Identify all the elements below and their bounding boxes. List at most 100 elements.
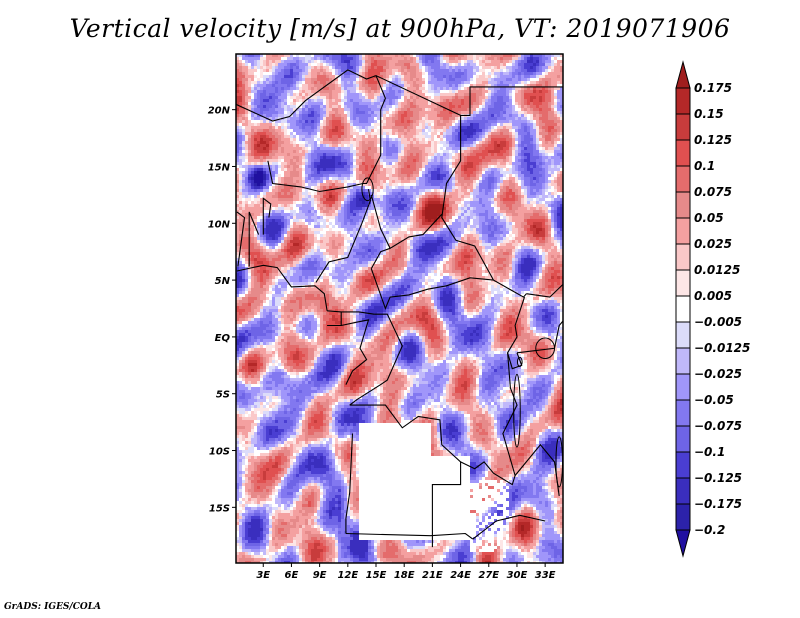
field-cell (329, 78, 332, 81)
field-cell (287, 60, 290, 63)
field-cell (272, 72, 275, 75)
field-cell (353, 78, 356, 81)
field-cell (518, 66, 521, 69)
field-cell (299, 69, 302, 72)
field-cell (347, 174, 350, 177)
field-cell (353, 93, 356, 96)
field-cell (443, 177, 446, 180)
field-cell (476, 165, 479, 168)
field-cell (551, 108, 554, 111)
field-cell (251, 63, 254, 66)
field-cell (449, 84, 452, 87)
field-cell (398, 192, 401, 195)
field-cell (392, 156, 395, 159)
field-cell (413, 168, 416, 171)
field-cell (344, 171, 347, 174)
field-cell (428, 57, 431, 60)
field-cell (251, 150, 254, 153)
field-cell (266, 186, 269, 189)
field-cell (551, 105, 554, 108)
field-cell (311, 129, 314, 132)
field-cell (251, 78, 254, 81)
field-cell (338, 174, 341, 177)
field-cell (323, 186, 326, 189)
field-cell (389, 57, 392, 60)
field-cell (263, 177, 266, 180)
field-cell (242, 147, 245, 150)
field-cell (497, 60, 500, 63)
field-cell (398, 96, 401, 99)
field-cell (338, 192, 341, 195)
field-cell (527, 183, 530, 186)
field-cell (512, 153, 515, 156)
field-cell (266, 198, 269, 201)
field-cell (335, 114, 338, 117)
field-cell (341, 159, 344, 162)
field-cell (254, 105, 257, 108)
field-cell (254, 90, 257, 93)
field-cell (497, 180, 500, 183)
field-cell (404, 87, 407, 90)
field-cell (458, 156, 461, 159)
field-cell (560, 96, 563, 99)
field-cell (482, 159, 485, 162)
field-cell (260, 138, 263, 141)
field-cell (401, 153, 404, 156)
field-cell (494, 165, 497, 168)
field-cell (554, 66, 557, 69)
field-cell (392, 63, 395, 66)
field-cell (464, 60, 467, 63)
field-cell (281, 84, 284, 87)
field-cell (422, 138, 425, 141)
field-cell (404, 63, 407, 66)
field-cell (293, 75, 296, 78)
field-cell (464, 132, 467, 135)
field-cell (452, 180, 455, 183)
field-cell (347, 135, 350, 138)
field-cell (380, 75, 383, 78)
field-cell (260, 156, 263, 159)
field-cell (518, 87, 521, 90)
field-cell (365, 168, 368, 171)
field-cell (488, 84, 491, 87)
field-cell (551, 120, 554, 123)
field-cell (242, 93, 245, 96)
field-cell (305, 120, 308, 123)
field-cell (335, 78, 338, 81)
field-cell (377, 168, 380, 171)
field-cell (500, 57, 503, 60)
field-cell (287, 123, 290, 126)
field-cell (503, 192, 506, 195)
field-cell (371, 138, 374, 141)
field-cell (452, 156, 455, 159)
field-cell (308, 153, 311, 156)
field-cell (341, 54, 344, 57)
field-cell (467, 117, 470, 120)
field-cell (557, 165, 560, 168)
field-cell (248, 132, 251, 135)
field-cell (257, 81, 260, 84)
field-cell (326, 105, 329, 108)
field-cell (326, 159, 329, 162)
field-cell (365, 192, 368, 195)
field-cell (542, 78, 545, 81)
field-cell (362, 123, 365, 126)
field-cell (377, 138, 380, 141)
field-cell (446, 117, 449, 120)
field-cell (545, 168, 548, 171)
field-cell (275, 63, 278, 66)
field-cell (377, 84, 380, 87)
field-cell (248, 141, 251, 144)
field-cell (479, 69, 482, 72)
field-cell (347, 123, 350, 126)
field-cell (548, 192, 551, 195)
field-cell (458, 138, 461, 141)
field-cell (326, 57, 329, 60)
field-cell (263, 57, 266, 60)
field-cell (383, 177, 386, 180)
field-cell (473, 90, 476, 93)
field-cell (458, 168, 461, 171)
field-cell (428, 198, 431, 201)
field-cell (491, 57, 494, 60)
field-cell (359, 180, 362, 183)
